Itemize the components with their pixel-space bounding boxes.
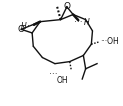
Text: O: O	[18, 25, 25, 34]
Text: H: H	[83, 18, 89, 27]
Text: ···: ···	[27, 22, 36, 31]
Text: OH: OH	[56, 76, 68, 85]
Text: H: H	[21, 22, 26, 31]
Text: ···: ···	[49, 70, 57, 79]
Text: ···OH: ···OH	[100, 37, 119, 46]
Text: O: O	[63, 2, 70, 11]
Text: ···: ···	[74, 18, 83, 27]
